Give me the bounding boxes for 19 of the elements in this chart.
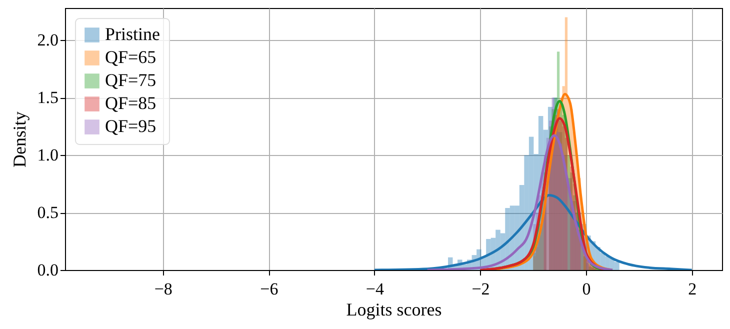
legend-label: Pristine [105,24,160,44]
legend-label: QF=95 [105,116,156,136]
legend-label: QF=75 [105,70,156,90]
x-tick-label: −4 [366,280,384,298]
legend-label: QF=65 [105,47,156,67]
y-tick-label: 1.0 [37,146,58,165]
y-tick-label: 1.5 [37,88,58,108]
x-tick-label: −6 [260,280,278,298]
x-tick-label: −2 [472,280,490,298]
y-tick-label: 0.0 [37,260,58,280]
y-tick-label: 0.5 [37,203,58,222]
line-series [426,134,614,270]
y-axis-title: Density [9,112,30,168]
x-tick-label: 2 [688,280,697,298]
x-axis-title: Logits scores [346,300,442,320]
x-tick-label: −8 [154,280,172,298]
legend-label: QF=85 [105,93,156,113]
x-tick-label: 0 [582,280,591,298]
y-tick-label: 2.0 [37,30,58,50]
